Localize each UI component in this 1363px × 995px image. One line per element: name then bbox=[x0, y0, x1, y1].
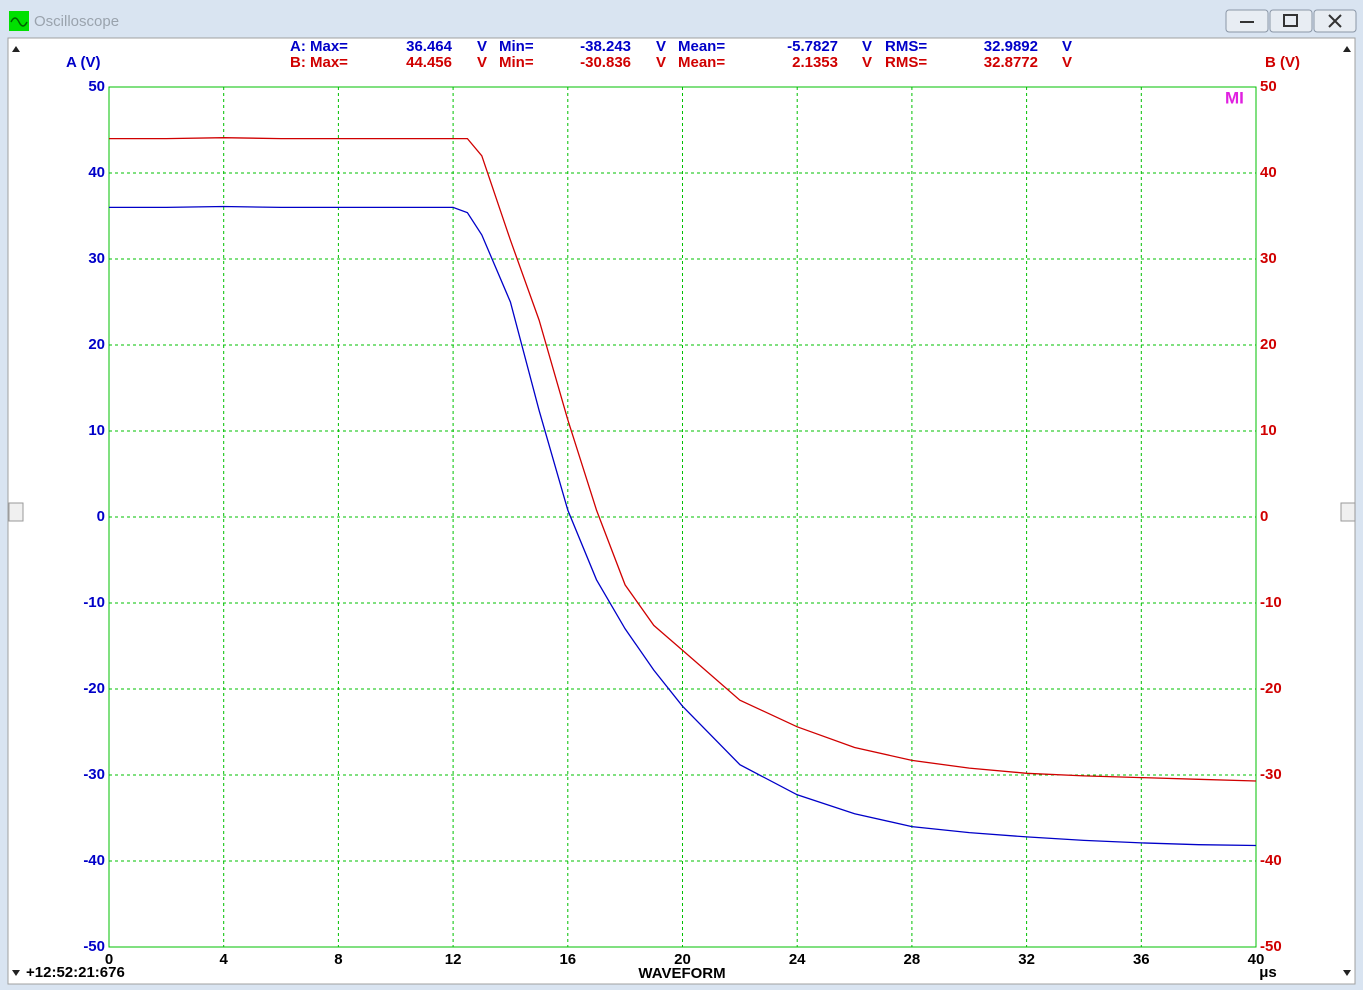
stat-text: V bbox=[477, 54, 487, 71]
x-tick-label: 0 bbox=[105, 951, 113, 968]
window-title: Oscilloscope bbox=[34, 13, 119, 30]
y2-tick-label: 0 bbox=[1260, 508, 1268, 525]
x-tick-label: 40 bbox=[1248, 951, 1265, 968]
stat-text: -38.243 bbox=[580, 38, 631, 55]
y-tick-label: -40 bbox=[83, 852, 105, 869]
x-tick-label: 20 bbox=[674, 951, 691, 968]
stat-text: V bbox=[656, 38, 666, 55]
left-slider[interactable] bbox=[8, 502, 24, 522]
y-tick-label: 10 bbox=[88, 422, 105, 439]
stat-text: 36.464 bbox=[406, 38, 453, 55]
stat-text: V bbox=[862, 54, 872, 71]
stat-text: V bbox=[862, 38, 872, 55]
y-tick-label: 40 bbox=[88, 164, 105, 181]
client-area bbox=[7, 37, 1356, 985]
maximize-icon bbox=[1283, 14, 1298, 27]
y2-tick-label: 10 bbox=[1260, 422, 1277, 439]
stat-text: V bbox=[1062, 38, 1072, 55]
series-line bbox=[109, 137, 1257, 782]
stat-text: -30.836 bbox=[580, 54, 631, 71]
x-tick-label: 28 bbox=[904, 951, 921, 968]
stat-text: A: Max= bbox=[290, 38, 348, 55]
stat-text: 44.456 bbox=[406, 54, 452, 71]
timestamp: +12:52:21:676 bbox=[26, 964, 125, 981]
maximize-button[interactable] bbox=[1269, 9, 1313, 33]
x-tick-label: 36 bbox=[1133, 951, 1150, 968]
y2-tick-label: -40 bbox=[1260, 852, 1282, 869]
stat-text: V bbox=[1062, 54, 1072, 71]
y2-tick-label: -20 bbox=[1260, 680, 1282, 697]
y2-tick-label: 20 bbox=[1260, 336, 1277, 353]
series-line bbox=[109, 205, 1257, 847]
y2-tick-label: -30 bbox=[1260, 766, 1282, 783]
y-tick-label: -20 bbox=[83, 680, 105, 697]
right-slider[interactable] bbox=[1340, 502, 1356, 522]
x-tick-label: 12 bbox=[445, 951, 462, 968]
y-tick-label: 20 bbox=[88, 336, 105, 353]
y-tick-label: 50 bbox=[88, 78, 105, 95]
x-tick-label: 32 bbox=[1018, 951, 1035, 968]
stat-text: -5.7827 bbox=[787, 38, 838, 55]
x-tick-label: 8 bbox=[334, 951, 342, 968]
plot-border bbox=[108, 86, 1257, 948]
y-tick-label: -30 bbox=[83, 766, 105, 783]
stat-text: Min= bbox=[499, 54, 534, 71]
x-tick-label: 4 bbox=[220, 951, 229, 968]
stat-text: 2.1353 bbox=[792, 54, 838, 71]
y-tick-label: 30 bbox=[88, 250, 105, 267]
stat-text: 32.8772 bbox=[984, 54, 1038, 71]
y2-axis-label: B (V) bbox=[1265, 54, 1300, 71]
y-axis-label: A (V) bbox=[66, 54, 100, 71]
y2-tick-label: 40 bbox=[1260, 164, 1277, 181]
y-tick-label: -10 bbox=[83, 594, 105, 611]
stat-text: RMS= bbox=[885, 38, 927, 55]
stat-text: Min= bbox=[499, 38, 534, 55]
y-tick-label: 0 bbox=[97, 508, 105, 525]
y2-tick-label: -10 bbox=[1260, 594, 1282, 611]
marker: MI bbox=[1225, 88, 1244, 107]
y2-tick-label: 50 bbox=[1260, 78, 1277, 95]
stat-text: V bbox=[656, 54, 666, 71]
app-icon-wave bbox=[10, 17, 28, 27]
x-tick-label: 16 bbox=[559, 951, 576, 968]
stat-text: Mean= bbox=[678, 54, 725, 71]
close-icon bbox=[1328, 14, 1342, 28]
y2-tick-label: 30 bbox=[1260, 250, 1277, 267]
y-tick-label: -50 bbox=[83, 938, 105, 955]
x-tick-label: 24 bbox=[789, 951, 806, 968]
stat-text: B: Max= bbox=[290, 54, 348, 71]
x-unit: μs bbox=[1259, 964, 1277, 981]
stat-text: V bbox=[477, 38, 487, 55]
stat-text: Mean= bbox=[678, 38, 725, 55]
y2-tick-label: -50 bbox=[1260, 938, 1282, 955]
x-axis-label: WAVEFORM bbox=[638, 965, 725, 982]
stat-text: RMS= bbox=[885, 54, 927, 71]
stat-text: 32.9892 bbox=[984, 38, 1038, 55]
